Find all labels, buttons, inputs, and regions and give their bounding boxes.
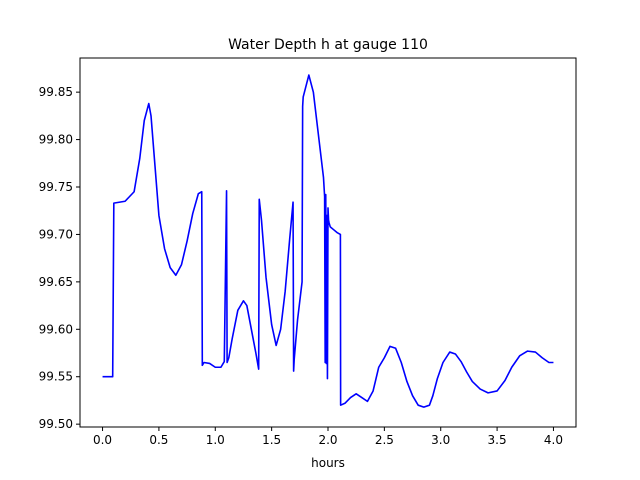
y-tick-label: 99.70: [39, 227, 73, 241]
x-axis-label: hours: [311, 456, 345, 470]
x-tick-label: 1.0: [206, 433, 225, 447]
y-tick-label: 99.65: [39, 275, 73, 289]
x-tick-label: 1.5: [262, 433, 281, 447]
x-tick-label: 3.5: [488, 433, 507, 447]
series-line-0: [102, 74, 554, 408]
x-tick-label: 4.0: [544, 433, 563, 447]
y-tick-label: 99.50: [39, 417, 73, 431]
plot-area: [102, 74, 554, 408]
y-tick-label: 99.60: [39, 322, 73, 336]
x-tick-label: 2.0: [318, 433, 337, 447]
chart-title: Water Depth h at gauge 110: [228, 37, 428, 53]
x-tick-label: 2.5: [375, 433, 394, 447]
y-axis: 99.50 99.55 99.60 99.65 99.70 99.75 99.80 99.85: [39, 85, 80, 431]
y-tick-label: 99.85: [39, 85, 73, 99]
y-tick-label: 99.55: [39, 370, 73, 384]
y-tick-label: 99.80: [39, 133, 73, 147]
x-tick-label: 0.0: [93, 433, 112, 447]
y-tick-label: 99.75: [39, 180, 73, 194]
x-tick-label: 0.5: [149, 433, 168, 447]
x-tick-label: 3.0: [431, 433, 450, 447]
x-axis: 0.0 0.5 1.0 1.5 2.0 2.5 3.0 3.5 4.0: [93, 427, 563, 447]
